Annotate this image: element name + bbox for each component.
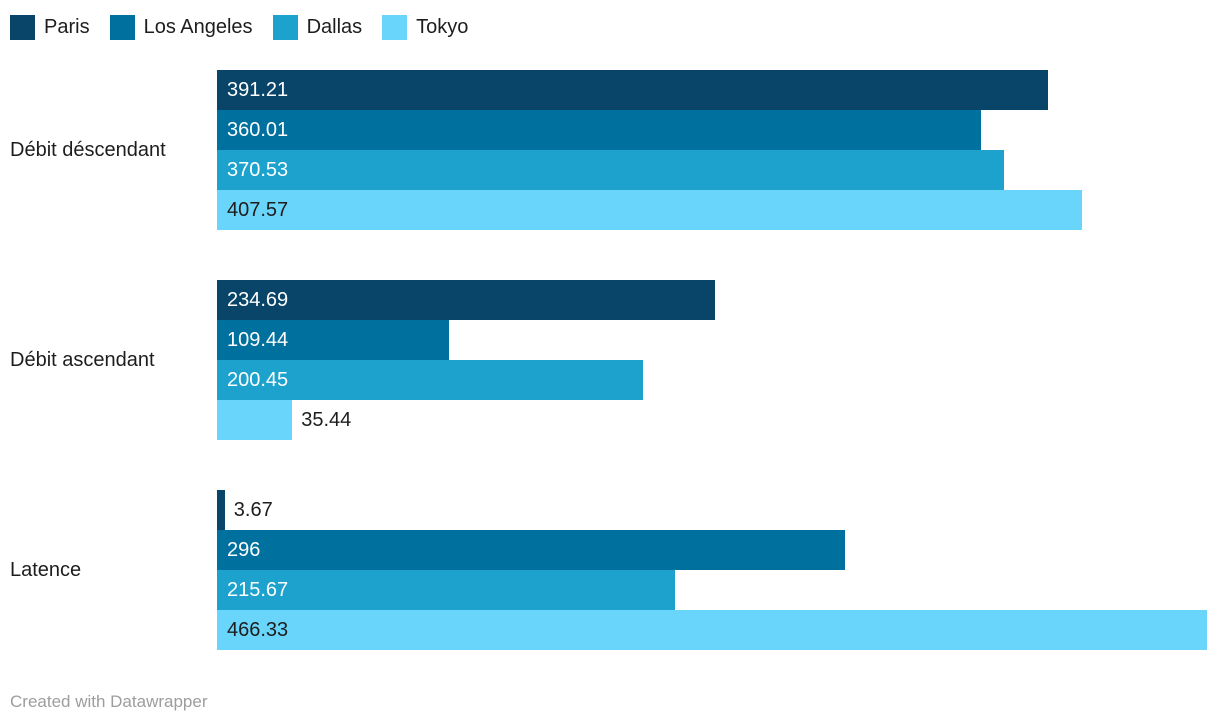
- datawrapper-credit-link[interactable]: Created with Datawrapper: [10, 692, 208, 711]
- bar-row: 391.21: [217, 70, 1220, 110]
- legend-swatch: [382, 15, 408, 40]
- bars-container: 3.67 296 215.67 466.33: [217, 490, 1220, 650]
- bar: [217, 360, 643, 400]
- bar-value-label: 391.21: [227, 79, 289, 101]
- bar: [217, 110, 982, 150]
- bar-group: Latence 3.67 296 215.67 466.33: [0, 490, 1220, 650]
- bar-row: 234.69: [217, 280, 1220, 320]
- bar-row: 370.53: [217, 150, 1220, 190]
- bar-row: 360.01: [217, 110, 1220, 150]
- bar-value-label: 215.67: [227, 579, 289, 601]
- bar: [217, 70, 1048, 110]
- bar-row: 35.44: [217, 400, 1220, 440]
- bar-group: Débit déscendant 391.21 360.01 370.53 407.57: [0, 70, 1220, 230]
- bar-value-label: 234.69: [227, 289, 289, 311]
- bar: [217, 320, 450, 360]
- bar-group: Débit ascendant 234.69 109.44 200.45 35.44: [0, 280, 1220, 440]
- bar: [217, 610, 1207, 650]
- legend-swatch: [272, 15, 298, 40]
- legend-item: Paris: [10, 15, 90, 40]
- bar: [217, 490, 225, 530]
- bars-container: 234.69 109.44 200.45 35.44: [217, 280, 1220, 440]
- bar: [217, 190, 1083, 230]
- bar-value-label: 3.67: [233, 499, 273, 521]
- bar-value-label: 407.57: [227, 199, 289, 221]
- legend-swatch: [109, 15, 135, 40]
- grouped-bar-chart: Débit déscendant 391.21 360.01 370.53 407.57…: [0, 70, 1220, 650]
- bar-row: 109.44: [217, 320, 1220, 360]
- bar-row: 215.67: [217, 570, 1220, 610]
- bar: [217, 570, 675, 610]
- bars-container: 391.21 360.01 370.53 407.57: [217, 70, 1220, 230]
- bar-value-label: 370.53: [227, 159, 289, 181]
- bar-row: 200.45: [217, 360, 1220, 400]
- bar-row: 407.57: [217, 190, 1220, 230]
- bar: [217, 150, 1004, 190]
- bar-value-label: 35.44: [301, 409, 352, 431]
- legend-item: Dallas: [272, 15, 363, 40]
- bar-value-label: 200.45: [227, 369, 289, 391]
- bar: [217, 400, 293, 440]
- legend-label: Tokyo: [416, 16, 469, 38]
- category-label: Débit ascendant: [10, 348, 155, 371]
- bar: [217, 280, 716, 320]
- legend-label: Dallas: [306, 16, 363, 38]
- bar-row: 296: [217, 530, 1220, 570]
- legend: Paris Los Angeles Dallas Tokyo: [10, 15, 468, 40]
- category-label: Latence: [10, 558, 82, 581]
- bar-value-label: 109.44: [227, 329, 289, 351]
- bar-row: 466.33: [217, 610, 1220, 650]
- legend-label: Los Angeles: [143, 16, 253, 38]
- bar-value-label: 296: [227, 539, 261, 561]
- legend-label: Paris: [44, 16, 90, 38]
- legend-item: Tokyo: [382, 15, 468, 40]
- bar: [217, 530, 846, 570]
- legend-swatch: [10, 15, 35, 40]
- legend-item: Los Angeles: [109, 15, 253, 40]
- bar-value-label: 360.01: [227, 119, 289, 141]
- category-label: Débit déscendant: [10, 138, 166, 161]
- bar-row: 3.67: [217, 490, 1220, 530]
- bar-value-label: 466.33: [227, 619, 289, 641]
